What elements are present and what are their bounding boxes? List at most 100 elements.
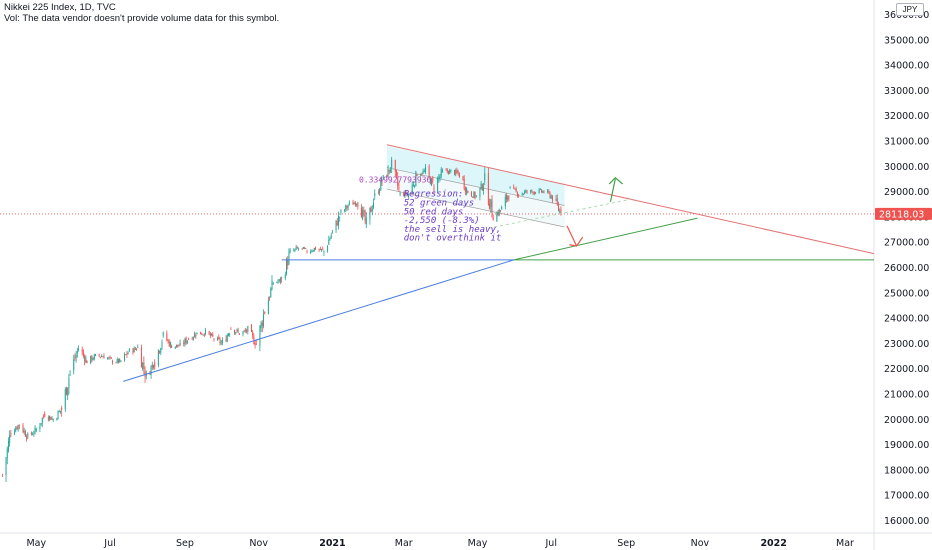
candle-body — [406, 194, 408, 196]
annotation-line: Regression: — [404, 190, 464, 200]
candle-body — [64, 389, 66, 410]
candle-body — [91, 355, 93, 361]
chart-header: Nikkei 225 Index, 1D, TVC Vol: The data … — [4, 2, 280, 24]
candle-body — [382, 175, 384, 179]
symbol-title[interactable]: Nikkei 225 Index, 1D, TVC — [4, 2, 116, 13]
candle-body — [496, 213, 498, 222]
candle-body — [499, 210, 501, 211]
candle-body — [432, 177, 434, 182]
down-arrow-head — [569, 236, 584, 247]
candle-body — [315, 247, 317, 250]
time-tick-label: 2022 — [760, 538, 786, 549]
candle-body — [49, 416, 51, 419]
candle-body — [162, 332, 164, 336]
candle-body — [321, 249, 323, 250]
candle-body — [125, 354, 127, 356]
candle-body — [404, 192, 406, 197]
candle-body — [311, 251, 313, 252]
candle-body — [450, 169, 452, 171]
candle-body — [24, 431, 26, 437]
candle-body — [405, 192, 407, 195]
candle-body — [483, 186, 485, 191]
annotation-line: 50 red days — [404, 207, 464, 217]
candle-body — [101, 356, 103, 358]
currency-badge[interactable]: JPY — [896, 3, 924, 16]
last-price-label: 28118.03 — [879, 209, 924, 220]
candle-body — [175, 344, 177, 347]
candle-body — [6, 448, 8, 459]
candle-body — [267, 300, 269, 315]
candle-body — [515, 189, 517, 192]
time-tick-label: Sep — [617, 538, 635, 549]
candle-body — [59, 410, 61, 412]
candle-body — [111, 360, 113, 363]
candle-body — [421, 173, 423, 175]
candle-body — [294, 248, 296, 251]
candle-body — [412, 185, 414, 187]
candle-body — [438, 177, 440, 180]
candle-body — [9, 434, 11, 444]
candle-body — [259, 325, 261, 346]
candle-body — [166, 333, 168, 341]
candle-body — [363, 210, 365, 212]
price-tick-label: 24000.00 — [884, 314, 929, 325]
candle-body — [284, 274, 286, 279]
candle-body — [124, 354, 126, 361]
candle-body — [200, 331, 202, 335]
candle-body — [76, 351, 78, 354]
candle-body — [455, 169, 457, 175]
candle-body — [127, 352, 129, 355]
candle-body — [5, 457, 7, 476]
candle-body — [293, 250, 295, 252]
candle-body — [52, 419, 54, 421]
candle-body — [513, 186, 515, 188]
time-tick-label: Sep — [176, 538, 194, 549]
candle-body — [98, 354, 100, 357]
candle-body — [153, 365, 155, 369]
candle-body — [408, 194, 410, 196]
candle-body — [414, 185, 416, 187]
candle-body — [279, 278, 281, 282]
candle-body — [429, 176, 431, 185]
candle-body — [295, 246, 297, 250]
candle-body — [109, 356, 111, 358]
candle-body — [422, 170, 424, 174]
candle-body — [379, 190, 381, 194]
candle-body — [416, 174, 418, 177]
candle-body — [44, 413, 46, 417]
candle-body — [304, 247, 306, 249]
candle-body — [454, 170, 456, 175]
candle-body — [463, 179, 465, 189]
candle-body — [92, 358, 94, 360]
price-tick-label: 33000.00 — [884, 86, 929, 97]
candle-body — [7, 441, 9, 451]
candle-body — [399, 192, 401, 195]
candle-body — [387, 168, 389, 178]
candle-body — [81, 349, 83, 353]
candle-body — [34, 427, 36, 433]
candle-body — [50, 416, 52, 421]
candle-body — [501, 206, 503, 210]
candle-body — [428, 166, 430, 176]
candle-body — [473, 192, 475, 198]
candle-body — [398, 187, 400, 189]
price-tick-label: 32000.00 — [884, 111, 929, 122]
volume-note: Vol: The data vendor doesn't provide vol… — [4, 12, 280, 24]
candle-body — [246, 330, 248, 332]
candle-body — [75, 354, 77, 359]
candle-body — [57, 411, 59, 420]
candle-body — [403, 193, 405, 196]
candle-body — [470, 192, 472, 197]
candle-body — [446, 169, 448, 172]
candle-body — [278, 279, 280, 281]
candle-body — [521, 193, 523, 196]
candle-body — [110, 357, 112, 359]
candle-body — [184, 338, 186, 345]
candle-body — [339, 216, 341, 218]
candle-body — [41, 417, 43, 424]
annotation-line: 52 green days — [404, 198, 474, 208]
candle-body — [440, 168, 442, 176]
candle-body — [269, 298, 271, 300]
candle-body — [356, 203, 358, 205]
